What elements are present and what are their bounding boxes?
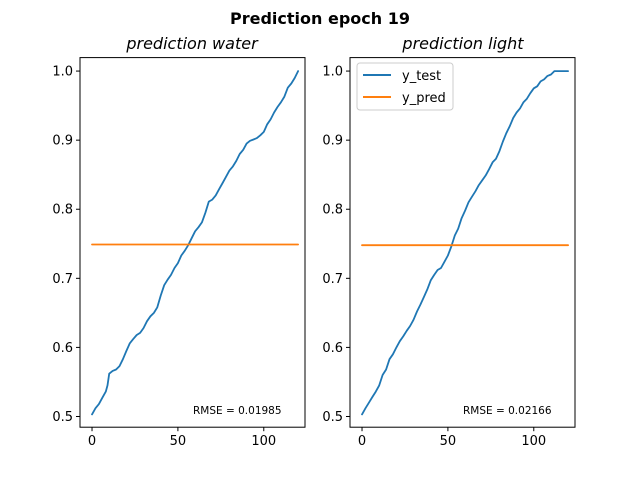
y-tick-label-water: 0.5 (52, 410, 73, 425)
y-tick-label-water: 0.8 (52, 203, 73, 218)
y-tick-label-water: 0.9 (52, 134, 73, 149)
legend-label-y-test: y_test (402, 69, 441, 84)
y-tick-label-water: 0.7 (52, 272, 73, 287)
x-tick-label-water: 0 (88, 434, 96, 449)
y-tick-label-light: 1.0 (322, 65, 343, 80)
legend: y_test y_pred (356, 62, 454, 111)
y-tick-label-water: 1.0 (52, 65, 73, 80)
subplot-water: prediction water 0 50 100 0.5 0.6 0.7 0.8 0.9 1.… (52, 34, 306, 450)
figure-suptitle: Prediction epoch 19 (230, 9, 410, 28)
legend-label-y-pred: y_pred (402, 91, 446, 106)
series-line-y-test-light (361, 70, 569, 416)
subplot-light: prediction light 0 50 100 0.5 0.6 0.7 0.8 0.9 1.… (322, 34, 576, 450)
axis-ticks-water: 0 50 100 0.5 0.6 0.7 0.8 0.9 1.0 (52, 65, 276, 450)
series-line-y-test-water (91, 70, 300, 416)
rmse-annotation-light: RMSE = 0.02166 (463, 405, 552, 417)
rmse-annotation-water: RMSE = 0.01985 (193, 405, 282, 417)
series-lines-water (91, 70, 300, 416)
x-tick-label-water: 50 (170, 434, 187, 449)
subplot-title-water: prediction water (125, 34, 259, 53)
axis-ticks-light: 0 50 100 0.5 0.6 0.7 0.8 0.9 1.0 (322, 65, 546, 450)
x-tick-label-water: 100 (251, 434, 276, 449)
y-tick-label-light: 0.5 (322, 410, 343, 425)
x-tick-label-light: 50 (440, 434, 457, 449)
y-tick-label-light: 0.6 (322, 341, 343, 356)
x-tick-label-light: 0 (358, 434, 366, 449)
y-tick-label-light: 0.9 (322, 134, 343, 149)
series-lines-light (361, 70, 569, 416)
y-tick-label-water: 0.6 (52, 341, 73, 356)
y-tick-label-light: 0.8 (322, 203, 343, 218)
plot-area-water (79, 57, 306, 428)
subplot-title-light: prediction light (401, 34, 524, 53)
y-tick-label-light: 0.7 (322, 272, 343, 287)
x-tick-label-light: 100 (521, 434, 546, 449)
